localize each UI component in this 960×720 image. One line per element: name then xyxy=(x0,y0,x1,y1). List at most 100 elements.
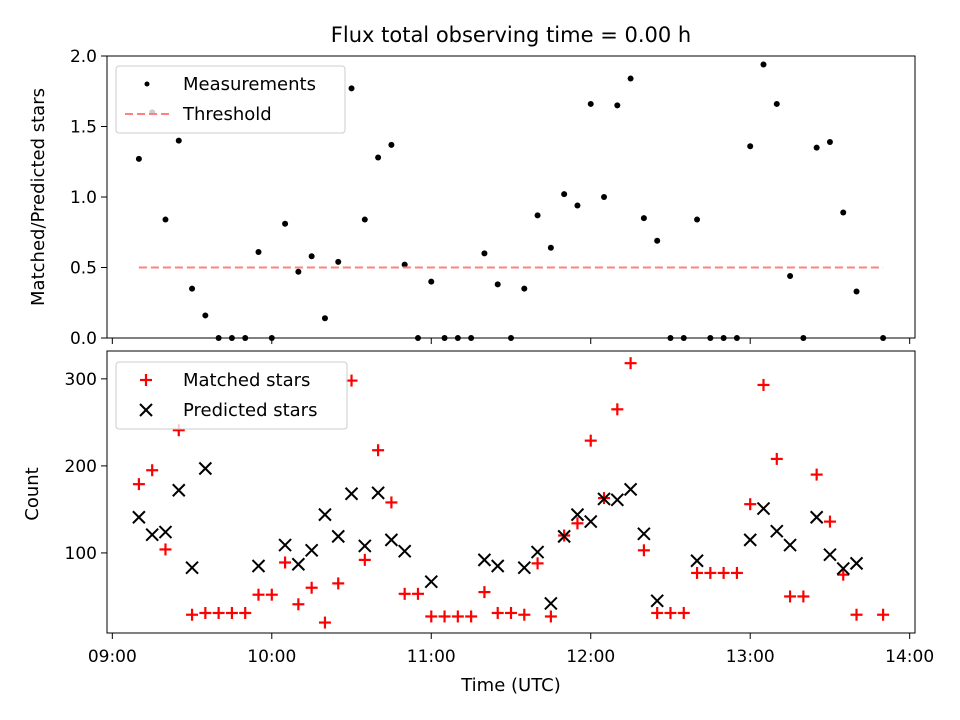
measurements-point-11 xyxy=(282,220,289,227)
matched-stars-point-45 xyxy=(730,566,743,579)
matched-stars-point-55 xyxy=(877,608,890,621)
matched-stars-point-7 xyxy=(225,606,238,619)
matched-stars-point-39 xyxy=(651,606,664,619)
matched-stars-point-49 xyxy=(784,590,797,603)
predicted-stars-point-36 xyxy=(809,510,824,524)
measurements-point-12 xyxy=(295,268,302,275)
x-tick-label-4: 13:00 xyxy=(726,647,775,667)
measurements-point-31 xyxy=(547,244,554,251)
matched-stars-point-22 xyxy=(425,610,438,623)
matched-stars-point-2 xyxy=(159,543,172,556)
predicted-stars-point-15 xyxy=(384,533,399,547)
measurements-point-13 xyxy=(308,253,315,260)
predicted-stars-point-3 xyxy=(172,483,186,497)
matched-stars-point-36 xyxy=(611,403,624,416)
predicted-stars-point-6 xyxy=(251,559,266,573)
chart-title: Flux total observing time = 0.00 h xyxy=(331,23,691,47)
measurements-point-16 xyxy=(348,85,355,92)
predicted-stars-point-10 xyxy=(318,507,332,522)
matched-stars-point-8 xyxy=(239,606,252,619)
measurements-point-47 xyxy=(760,61,767,68)
predicted-stars-point-27 xyxy=(610,493,625,507)
matched-stars-point-10 xyxy=(265,588,278,601)
matched-stars-point-34 xyxy=(584,434,597,447)
measurements-point-30 xyxy=(534,212,541,219)
matched-stars-point-53 xyxy=(837,568,850,581)
x-axis-label: Time (UTC) xyxy=(460,675,561,696)
predicted-stars-point-28 xyxy=(623,482,638,497)
measurements-point-54 xyxy=(853,288,860,295)
predicted-stars-point-23 xyxy=(557,529,571,544)
legend-threshold-label: Threshold xyxy=(182,104,272,125)
measurements-point-27 xyxy=(494,281,501,288)
measurements-point-38 xyxy=(640,215,647,222)
predicted-stars-point-24 xyxy=(570,507,585,522)
bottom-y-tick-label-2: 300 xyxy=(65,370,97,390)
predicted-stars-point-25 xyxy=(584,514,598,529)
measurements-point-15 xyxy=(335,258,342,265)
measurements-point-37 xyxy=(627,75,634,82)
predicted-stars-point-12 xyxy=(344,487,359,501)
matched-stars-point-23 xyxy=(438,610,451,623)
matched-stars-point-24 xyxy=(451,610,464,623)
measurements-point-48 xyxy=(773,100,780,107)
x-tick-label-2: 11:00 xyxy=(407,647,456,667)
matched-stars-point-30 xyxy=(531,557,544,570)
top-y-tick-label-2: 1.0 xyxy=(70,188,97,208)
top-y-tick-label-1: 0.5 xyxy=(70,259,97,279)
bottom-y-tick-label-0: 100 xyxy=(65,544,97,564)
matched-stars-point-51 xyxy=(810,468,823,481)
predicted-stars-point-32 xyxy=(743,533,757,547)
predicted-stars-point-20 xyxy=(517,561,531,575)
matched-stars-point-29 xyxy=(518,608,531,621)
matched-stars-point-4 xyxy=(186,608,199,621)
predicted-stars-point-22 xyxy=(544,596,558,611)
legend-predicted-label: Predicted stars xyxy=(183,400,317,421)
measurements-point-3 xyxy=(175,137,182,144)
top-panel: 0.00.51.01.52.0 Matched/Predicted stars … xyxy=(28,47,916,349)
matched-stars-point-47 xyxy=(757,378,770,391)
matched-stars-point-52 xyxy=(823,515,836,528)
matched-stars-point-17 xyxy=(358,553,371,566)
matched-stars-point-1 xyxy=(146,464,159,477)
predicted-stars-point-17 xyxy=(424,574,438,589)
x-tick-label-3: 12:00 xyxy=(566,647,615,667)
predicted-stars-point-21 xyxy=(530,545,545,559)
top-legend: Measurements Threshold xyxy=(115,65,346,134)
legend-matched-label: Matched stars xyxy=(183,370,310,391)
matched-stars-point-43 xyxy=(704,566,717,579)
predicted-stars-point-5 xyxy=(198,461,213,476)
predicted-stars-point-33 xyxy=(756,501,771,516)
measurements-point-22 xyxy=(428,278,435,285)
measurements-point-26 xyxy=(481,250,488,257)
predicted-stars-point-1 xyxy=(145,527,159,542)
matched-stars-point-15 xyxy=(332,577,345,590)
predicted-stars-point-7 xyxy=(278,538,292,552)
legend-predicted-swatch xyxy=(139,403,153,417)
x-tick-label-1: 10:00 xyxy=(247,647,296,667)
predicted-stars-point-4 xyxy=(185,561,199,575)
top-legend-box xyxy=(115,65,346,134)
matched-stars-point-48 xyxy=(770,452,783,465)
measurements-point-53 xyxy=(840,209,847,216)
x-tick-label-5: 14:00 xyxy=(885,647,934,667)
bottom-legend-box xyxy=(115,361,348,430)
measurements-point-42 xyxy=(694,216,701,223)
measurements-point-0 xyxy=(135,155,142,162)
matched-stars-point-28 xyxy=(505,606,517,619)
bottom-x-ticks: 09:00 10:00 11:00 12:00 13:00 14:00 xyxy=(88,633,934,667)
measurements-point-39 xyxy=(654,237,661,244)
matched-stars-point-26 xyxy=(478,586,491,599)
matched-stars-point-13 xyxy=(305,581,318,594)
matched-stars-point-6 xyxy=(212,606,225,619)
bottom-legend: Matched stars Predicted stars xyxy=(115,361,348,430)
bottom-y-ticks: 100 200 300 xyxy=(65,370,107,564)
measurements-point-51 xyxy=(813,144,820,151)
matched-stars-point-19 xyxy=(385,496,398,509)
measurements-point-29 xyxy=(521,285,528,292)
predicted-stars-point-2 xyxy=(158,525,173,539)
matched-stars-point-14 xyxy=(318,616,331,629)
predicted-stars-point-35 xyxy=(783,538,797,552)
legend-measurements-swatch xyxy=(144,81,150,87)
